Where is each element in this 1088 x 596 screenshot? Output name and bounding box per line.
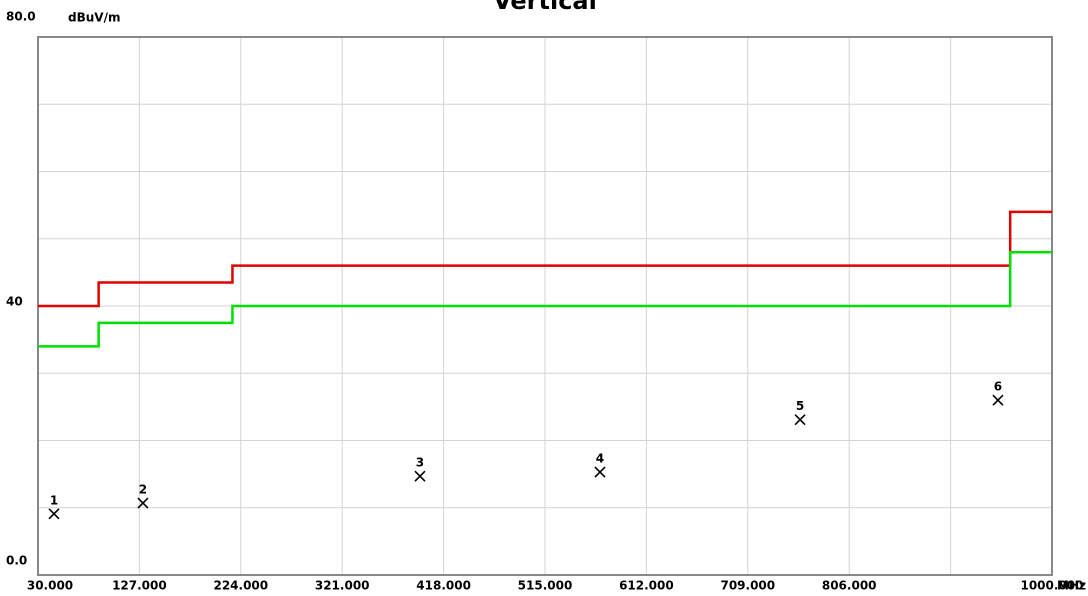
x-tick-label: 30.000 [27,579,73,593]
marker-label: 3 [416,456,424,470]
x-tick-label: 321.000 [315,579,370,593]
x-unit: MHz [1057,579,1086,593]
x-tick-label: 1000.000 [1020,579,1083,593]
marker [48,508,60,520]
x-tick-label: 612.000 [619,579,674,593]
marker-label: 2 [139,483,147,497]
marker [414,470,426,482]
marker-stroke [48,508,60,520]
x-tick-label: 515.000 [518,579,573,593]
x-tick-label: 127.000 [112,579,167,593]
limit-line [38,250,1052,348]
marker-stroke [794,414,806,426]
marker-label: 6 [994,380,1002,394]
marker-label: 5 [796,399,804,413]
limit-line [38,210,1052,308]
y-tick-label: 80.0 [6,10,36,24]
marker-label: 4 [596,452,604,466]
x-tick-label: 418.000 [416,579,471,593]
marker [137,497,149,509]
x-tick-label: 806.000 [822,579,877,593]
chart-title: Vertical [493,0,597,15]
marker-label: 1 [50,493,58,507]
y-tick-label: 40 [6,295,23,309]
y-unit: dBuV/m [68,11,120,25]
marker-stroke [137,497,149,509]
marker [992,394,1004,406]
x-tick-label: 224.000 [213,579,268,593]
x-tick-label: 709.000 [720,579,775,593]
y-tick-label: 0.0 [6,554,27,568]
marker [594,466,606,478]
marker-stroke [414,470,426,482]
marker [794,414,806,426]
marker-stroke [992,394,1004,406]
marker-stroke [594,466,606,478]
